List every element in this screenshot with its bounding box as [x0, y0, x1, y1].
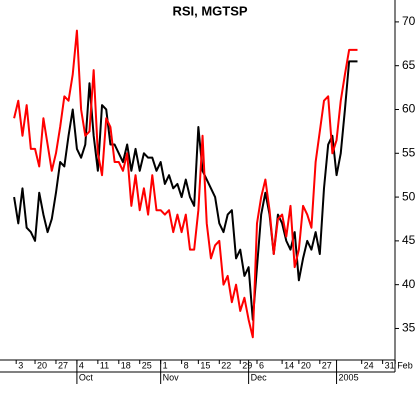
- x-tick-label: Feb: [397, 360, 413, 370]
- x-tick-label: 24: [364, 360, 374, 370]
- y-tick-label: 35: [402, 321, 416, 335]
- x-tick-label: 20: [37, 360, 47, 370]
- month-label: Nov: [163, 372, 180, 382]
- series-line: [13, 60, 358, 321]
- x-tick-label: 22: [221, 360, 231, 370]
- y-tick-label: 40: [402, 277, 416, 291]
- x-tick-label: 1: [163, 360, 168, 370]
- x-tick-label: 25: [142, 360, 152, 370]
- x-tick-label: 20: [301, 360, 311, 370]
- x-tick-label: 15: [200, 360, 210, 370]
- series-line: [13, 29, 358, 339]
- x-tick-label: 8: [184, 360, 189, 370]
- x-tick-label: 14: [284, 360, 294, 370]
- x-tick-label: 31: [385, 360, 395, 370]
- y-tick-label: 55: [402, 145, 416, 159]
- x-tick-label: 3: [18, 360, 23, 370]
- month-label: Oct: [79, 372, 94, 382]
- y-tick-label: 70: [402, 14, 416, 28]
- month-label: 2005: [339, 372, 359, 382]
- x-tick-label: 4: [79, 360, 84, 370]
- x-tick-label: 11: [100, 360, 109, 370]
- x-tick-label: 27: [58, 360, 68, 370]
- chart-title: RSI, MGTSP: [172, 3, 247, 18]
- x-tick-label: 27: [322, 360, 332, 370]
- y-tick-label: 45: [402, 233, 416, 247]
- y-tick-label: 50: [402, 189, 416, 203]
- x-tick-label: 18: [121, 360, 131, 370]
- x-tick-label: 29: [242, 360, 252, 370]
- month-label: Dec: [251, 372, 268, 382]
- y-tick-label: 60: [402, 102, 416, 116]
- y-tick-label: 65: [402, 58, 416, 72]
- x-tick-label: 6: [259, 360, 264, 370]
